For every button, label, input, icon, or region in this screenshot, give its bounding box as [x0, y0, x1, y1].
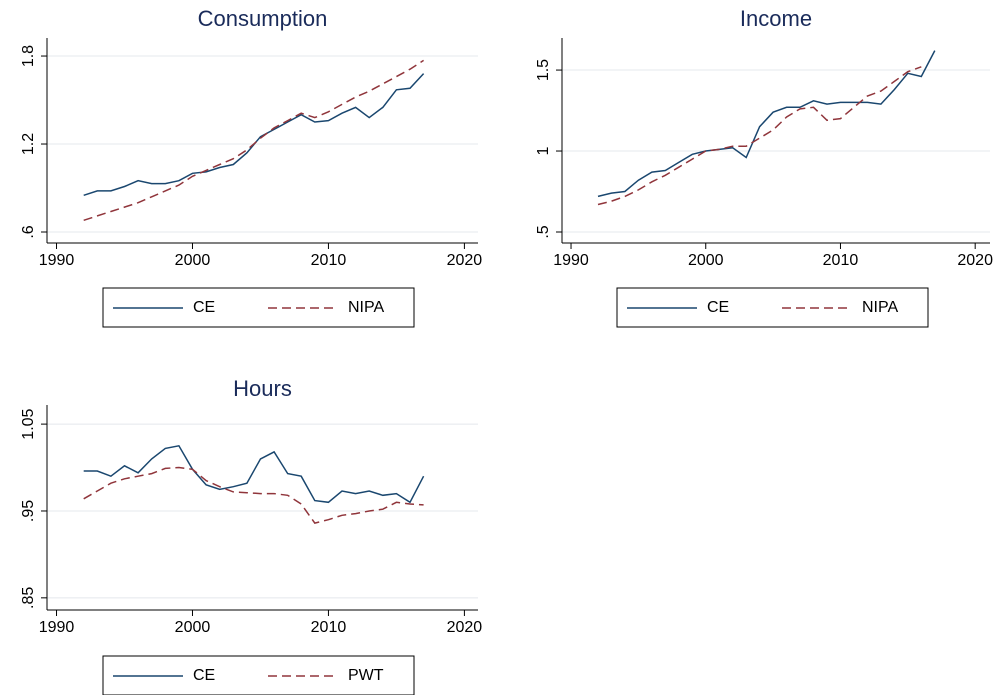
x-tick-label: 2000	[175, 252, 211, 269]
legend-label: NIPA	[348, 299, 384, 316]
y-tick-label: .85	[20, 587, 37, 609]
chart-title: Income	[740, 6, 812, 31]
legend-label: NIPA	[862, 299, 898, 316]
x-tick-label: 2000	[688, 252, 724, 269]
x-tick-label: 1990	[553, 252, 589, 269]
x-tick-label: 1990	[39, 619, 75, 636]
legend-label: PWT	[348, 667, 384, 684]
x-tick-label: 2000	[175, 619, 211, 636]
x-tick-label: 2010	[311, 619, 347, 636]
x-tick-label: 2010	[823, 252, 859, 269]
legend-label: CE	[193, 299, 215, 316]
y-tick-label: 1	[535, 146, 552, 155]
series-line	[83, 73, 425, 197]
x-tick-label: 1990	[39, 252, 75, 269]
legend-label: CE	[193, 667, 215, 684]
x-tick-label: 2020	[447, 252, 483, 269]
chart-title: Hours	[233, 376, 292, 401]
y-tick-label: .5	[535, 225, 552, 238]
series-line	[597, 66, 922, 206]
y-tick-label: .95	[20, 500, 37, 522]
series-line	[83, 466, 424, 524]
y-tick-label: 1.8	[20, 45, 37, 67]
series-line	[83, 444, 425, 504]
y-tick-label: 1.5	[535, 59, 552, 81]
x-tick-label: 2020	[957, 252, 993, 269]
y-tick-label: 1.05	[20, 408, 37, 439]
chart-title: Consumption	[198, 6, 328, 31]
series-line	[83, 59, 425, 222]
y-tick-label: .6	[20, 225, 37, 238]
series-line	[597, 50, 936, 198]
y-tick-label: 1.2	[20, 133, 37, 155]
x-tick-label: 2020	[447, 619, 483, 636]
x-tick-label: 2010	[311, 252, 347, 269]
legend-label: CE	[707, 299, 729, 316]
